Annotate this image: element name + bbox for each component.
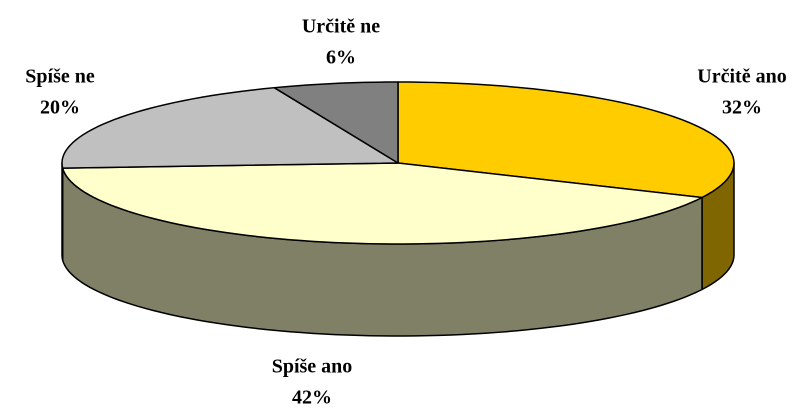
slice-side: [61, 162, 64, 261]
slice: [397, 81, 735, 199]
slice: [61, 162, 703, 245]
slice: [273, 81, 399, 164]
slice-value-label: 6%: [326, 47, 356, 69]
slice-value-label: 32%: [722, 97, 762, 119]
slice: [61, 86, 399, 169]
slice-label: Spíše ne: [25, 66, 95, 88]
slice-value-label: 20%: [40, 97, 80, 119]
slice-label: Určitě ne: [302, 16, 380, 38]
slice-label: Určitě ano: [697, 66, 786, 88]
slice-value-label: 42%: [292, 387, 332, 409]
slice-label: Spíše ano: [272, 356, 353, 378]
